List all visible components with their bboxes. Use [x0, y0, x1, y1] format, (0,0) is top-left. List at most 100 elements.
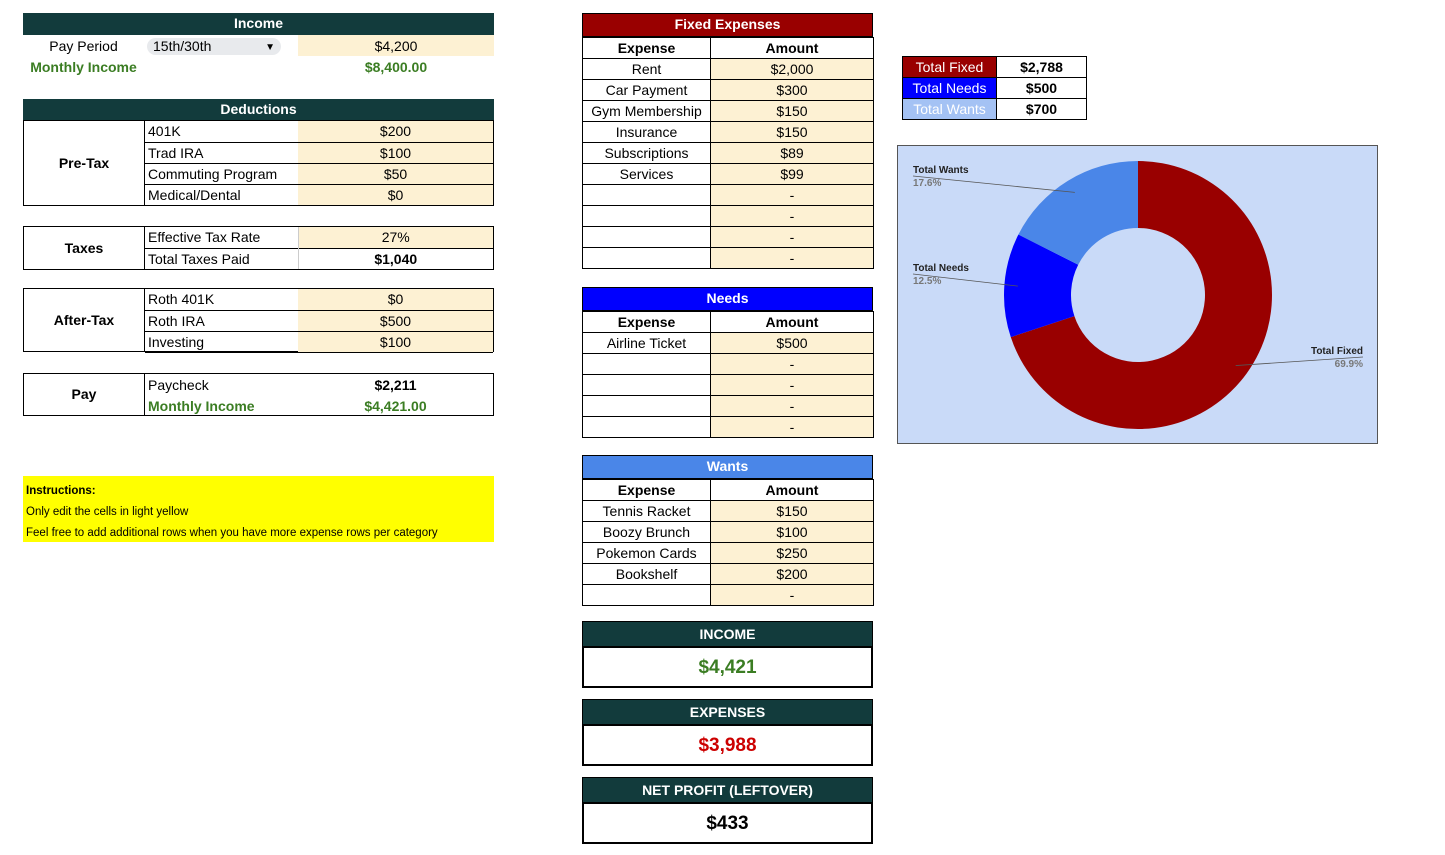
fixed-expense-row-amount[interactable]: -	[710, 247, 874, 269]
wants-expense-row-name[interactable]: Pokemon Cards	[582, 542, 711, 564]
wants-expense-row-name[interactable]: Bookshelf	[582, 563, 711, 585]
needs-expense-row-amount[interactable]: -	[710, 353, 874, 375]
pretax-row-name: Trad IRA	[148, 144, 204, 161]
fixed-expense-row: Insurance $150	[582, 121, 874, 143]
pretax-row-name: Commuting Program	[148, 165, 278, 182]
aftertax-section: After-Tax Roth 401K $0 Roth IRA $500 Investi…	[23, 288, 494, 352]
needs-expense-row-name[interactable]: Airline Ticket	[582, 332, 711, 354]
donut-slice-total-wants	[1018, 161, 1138, 265]
income-summary-value: $4,421	[582, 647, 873, 688]
needs-expense-row-amount[interactable]: -	[710, 374, 874, 396]
pay-section: Pay Paycheck $2,211 Monthly Income $4,42…	[23, 373, 494, 416]
pretax-row: Trad IRA $100	[145, 142, 493, 163]
totals-value: $2,788	[996, 56, 1087, 78]
wants-expense-row-name[interactable]	[582, 584, 711, 606]
donut-slice-total-needs	[1004, 234, 1079, 338]
fixed-expense-row-amount[interactable]: $89	[710, 142, 874, 164]
fixed-expense-row-name[interactable]	[582, 184, 711, 206]
fixed-expense-row: Services $99	[582, 163, 874, 185]
wants-expense-row-amount[interactable]: $200	[710, 563, 874, 585]
needs-expense-row-amount[interactable]: -	[710, 395, 874, 417]
fixed-expense-row-amount[interactable]: $300	[710, 79, 874, 101]
totals-row: Total Fixed $2,788	[902, 56, 1087, 78]
wants-expense-row-amount[interactable]: $100	[710, 521, 874, 543]
wants-expense-row: Tennis Racket $150	[582, 500, 874, 522]
pretax-row-name: Medical/Dental	[148, 186, 241, 203]
needs-expense-row-name[interactable]	[582, 374, 711, 396]
wants-section: Wants Expense Amount Tennis Racket $150 Bo…	[582, 455, 874, 606]
fixed-expense-row-name[interactable]	[582, 247, 711, 269]
fixed-expense-row: -	[582, 184, 874, 206]
fixed-expense-row-amount[interactable]: $2,000	[710, 58, 874, 80]
fixed-expense-row-amount[interactable]: $99	[710, 163, 874, 185]
slice-label: Total Needs	[913, 263, 969, 274]
fixed-expense-row-name[interactable]	[582, 205, 711, 227]
totals-value: $700	[996, 98, 1087, 120]
fixed-expense-row-name[interactable]: Gym Membership	[582, 100, 711, 122]
pay-period-cell[interactable]: 15th/30th ▼	[144, 35, 298, 56]
chevron-down-icon[interactable]: ▼	[265, 41, 275, 53]
fixed-expense-row-name[interactable]: Car Payment	[582, 79, 711, 101]
needs-expense-row-amount[interactable]: $500	[710, 332, 874, 354]
aftertax-row-amount[interactable]: $500	[298, 310, 493, 331]
pretax-row-amount[interactable]: $50	[298, 163, 493, 184]
aftertax-row: Roth IRA $500	[145, 310, 493, 331]
fixed-expense-row-name[interactable]: Rent	[582, 58, 711, 80]
totals-label: Total Wants	[902, 98, 997, 120]
pretax-table: 401K $200 Trad IRA $100 Commuting Program $50…	[145, 121, 493, 206]
fixed-expense-row-name[interactable]: Subscriptions	[582, 142, 711, 164]
wants-expense-row: Pokemon Cards $250	[582, 542, 874, 564]
pay-period-label: Pay Period	[49, 37, 118, 54]
needs-header: Needs	[582, 287, 873, 311]
paycheck-value: $2,211	[374, 376, 417, 393]
wants-expense-row-amount[interactable]: $250	[710, 542, 874, 564]
needs-expense-row-amount[interactable]: -	[710, 416, 874, 438]
wants-expense-row-amount[interactable]: $150	[710, 500, 874, 522]
wants-expense-row-name[interactable]: Tennis Racket	[582, 500, 711, 522]
aftertax-row-amount[interactable]: $0	[298, 289, 493, 310]
net-profit-summary: NET PROFIT (LEFTOVER) $433	[582, 777, 873, 844]
empty-cell	[144, 56, 298, 77]
aftertax-row-amount[interactable]: $100	[298, 331, 493, 352]
fixed-expense-row-amount[interactable]: $150	[710, 121, 874, 143]
aftertax-row: Roth 401K $0	[145, 289, 493, 310]
tax-rate-value[interactable]: 27%	[298, 227, 493, 248]
wants-expense-row-amount[interactable]: -	[710, 584, 874, 606]
pay-monthly-label: Monthly Income	[148, 397, 255, 414]
fixed-expense-row-name[interactable]: Services	[582, 163, 711, 185]
pay-period-value: 15th/30th	[153, 37, 212, 54]
totals-row: Total Wants $700	[902, 98, 1087, 120]
fixed-expense-row-amount[interactable]: $150	[710, 100, 874, 122]
pretax-row-amount[interactable]: $200	[298, 121, 493, 142]
pay-amount-cell[interactable]: $4,200	[298, 35, 494, 56]
slice-label: Total Wants	[913, 165, 969, 176]
aftertax-table: Roth 401K $0 Roth IRA $500 Investing $100	[145, 289, 493, 353]
needs-expense-row-name[interactable]	[582, 353, 711, 375]
fixed-expense-row-amount[interactable]: -	[710, 205, 874, 227]
needs-expense-row-name[interactable]	[582, 416, 711, 438]
pretax-row-amount[interactable]: $0	[298, 184, 493, 205]
fixed-expense-row-amount[interactable]: -	[710, 184, 874, 206]
wants-col-expense: Expense	[582, 479, 711, 501]
wants-table: Expense Amount Tennis Racket $150 Boozy Br…	[582, 479, 874, 606]
needs-table: Expense Amount Airline Ticket $500- - - -	[582, 311, 874, 438]
aftertax-row: Investing $100	[145, 331, 493, 352]
aftertax-row-name: Roth IRA	[148, 312, 205, 329]
income-section: Income Pay Period 15th/30th ▼ $4,200 Mon…	[23, 13, 494, 77]
donut-chart-svg: Total Fixed 69.9% Total Needs 12.5% Total Wa…	[912, 161, 1363, 429]
fixed-expense-row-name[interactable]: Insurance	[582, 121, 711, 143]
needs-expense-row: Airline Ticket $500	[582, 332, 874, 354]
expense-donut-chart: Total Fixed 69.9% Total Needs 12.5% Total Wa…	[897, 145, 1378, 444]
leader-line	[912, 273, 1018, 287]
pay-period-dropdown[interactable]: 15th/30th ▼	[147, 37, 281, 55]
pretax-row-amount[interactable]: $100	[298, 142, 493, 163]
deductions-header: Deductions	[23, 99, 494, 121]
instructions-line-1: Only edit the cells in light yellow	[26, 506, 189, 518]
pretax-row: 401K $200	[145, 121, 493, 142]
aftertax-row-name: Roth 401K	[148, 291, 215, 308]
pay-label: Pay	[24, 374, 145, 415]
wants-expense-row-name[interactable]: Boozy Brunch	[582, 521, 711, 543]
fixed-expense-row-amount[interactable]: -	[710, 226, 874, 248]
fixed-expense-row-name[interactable]	[582, 226, 711, 248]
needs-expense-row-name[interactable]	[582, 395, 711, 417]
